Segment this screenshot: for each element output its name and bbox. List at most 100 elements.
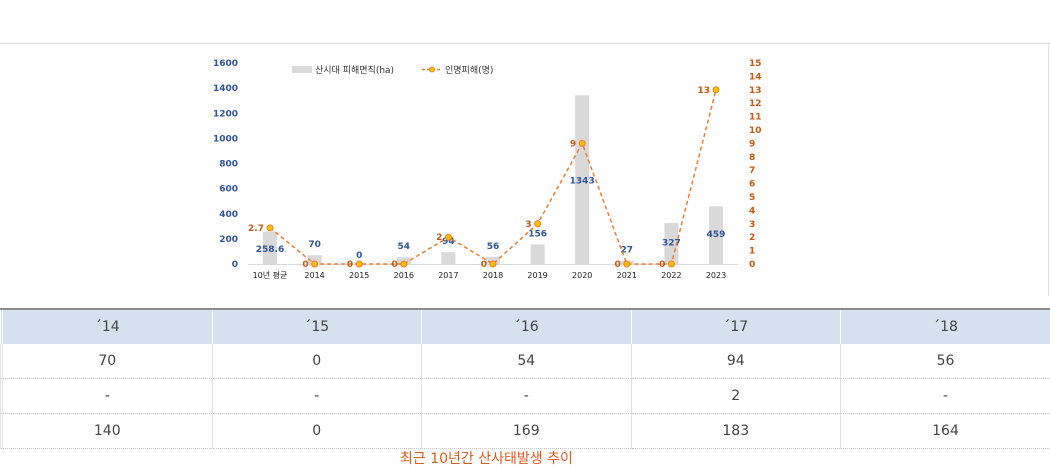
- legend-line-label: 인명피해(명): [445, 65, 493, 76]
- line-marker: [312, 261, 318, 267]
- table-header-row: ´14 ´15 ´16 ´17 ´18: [1, 309, 1050, 344]
- line-marker: [356, 261, 362, 267]
- header-cell: ´14: [3, 309, 213, 344]
- x-tick-label: 2023: [706, 271, 726, 280]
- y-right-tick-label: 2: [749, 233, 755, 243]
- bar-data-label: 327: [662, 238, 681, 248]
- line-data-label: 2: [436, 233, 442, 243]
- bar-data-label: 70: [308, 240, 321, 250]
- y-right-tick-label: 9: [749, 139, 755, 149]
- header-cell: ´16: [422, 309, 632, 344]
- y-left-tick-label: 400: [219, 210, 238, 220]
- bar-data-label: 56: [487, 242, 500, 252]
- table-row: 70 0 54 94 56: [1, 344, 1050, 379]
- header-cell: ´15: [212, 309, 422, 344]
- table-row: 140 0 169 183 164: [1, 414, 1050, 449]
- header-cell: ´18: [841, 309, 1050, 344]
- y-right-tick-label: 10: [749, 126, 762, 136]
- x-tick-label: 2019: [527, 271, 547, 280]
- table-cell: -: [212, 379, 422, 414]
- line-marker: [267, 225, 273, 231]
- line-data-label: 0: [615, 260, 621, 270]
- table-cell: 94: [631, 344, 841, 379]
- x-tick-label: 10년 평균: [253, 270, 288, 280]
- table-cell: -: [841, 379, 1050, 414]
- line-data-label: 3: [525, 220, 531, 230]
- bar-data-label: 258.6: [256, 245, 284, 255]
- y-right-tick-label: 13: [749, 86, 762, 96]
- y-right-tick-label: 12: [749, 99, 762, 109]
- table-cell: -: [3, 379, 213, 414]
- y-right-tick-label: 1: [749, 247, 755, 257]
- line-data-label: 13: [697, 86, 710, 96]
- x-tick-label: 2022: [661, 271, 681, 280]
- bar-data-label: 156: [528, 229, 547, 239]
- line-marker: [401, 261, 407, 267]
- data-table: ´14 ´15 ´16 ´17 ´18 70 0 54 94 56 - - -: [0, 296, 1050, 449]
- table-cell: 183: [631, 414, 841, 449]
- bar: [441, 252, 455, 264]
- bar: [531, 244, 545, 264]
- x-tick-label: 2021: [617, 271, 637, 280]
- x-tick-label: 2015: [349, 271, 369, 280]
- table-cell: 164: [841, 414, 1050, 449]
- line-marker: [490, 261, 496, 267]
- table-cell: 54: [422, 344, 632, 379]
- table-cell: -: [422, 379, 632, 414]
- line-marker: [624, 261, 630, 267]
- y-left-tick-label: 600: [219, 185, 238, 195]
- line-marker: [445, 234, 451, 240]
- bar-data-label: 54: [398, 242, 411, 252]
- table-cell: 0: [212, 414, 422, 449]
- y-right-tick-label: 11: [749, 113, 762, 123]
- y-right-tick-label: 14: [749, 72, 762, 82]
- table-cell: 2: [631, 379, 841, 414]
- line-data-label: 0: [481, 260, 487, 270]
- y-left-tick-label: 1000: [213, 134, 238, 144]
- y-left-tick-label: 1200: [213, 109, 238, 119]
- line-data-label: 0: [347, 260, 353, 270]
- y-left-tick-label: 800: [219, 160, 238, 170]
- line-data-label: 0: [302, 260, 308, 270]
- y-right-tick-label: 8: [749, 153, 755, 163]
- y-right-tick-label: 5: [749, 193, 755, 203]
- combo-chart: 0200400600800100012001400160001234567891…: [0, 44, 1050, 296]
- y-right-tick-label: 3: [749, 220, 755, 230]
- line-marker: [535, 221, 541, 227]
- x-tick-label: 2017: [438, 271, 458, 280]
- y-left-tick-label: 1400: [213, 84, 238, 94]
- y-left-tick-label: 1600: [213, 59, 238, 69]
- table-cell: 169: [422, 414, 632, 449]
- y-right-tick-label: 15: [749, 59, 762, 69]
- header-cell: ´17: [631, 309, 841, 344]
- line-marker: [668, 261, 674, 267]
- x-tick-label: 2014: [304, 271, 324, 280]
- legend-bar-swatch: [292, 66, 312, 73]
- y-left-tick-label: 0: [232, 260, 238, 270]
- bar-data-label: 1343: [570, 177, 595, 187]
- y-right-tick-label: 0: [749, 260, 755, 270]
- table-row: - - - 2 -: [1, 379, 1050, 414]
- x-tick-label: 2016: [394, 271, 414, 280]
- y-right-tick-label: 4: [749, 206, 755, 216]
- table-cell: 140: [3, 414, 213, 449]
- legend-line-marker: [430, 67, 435, 72]
- table-cell: 0: [212, 344, 422, 379]
- chart-border: [1048, 44, 1049, 296]
- bar-data-label: 459: [707, 230, 726, 240]
- line-marker: [579, 140, 585, 146]
- line-series-path: [270, 90, 716, 264]
- line-data-label: 2.7: [248, 224, 264, 234]
- line-data-label: 0: [659, 260, 665, 270]
- line-data-label: 0: [392, 260, 398, 270]
- table-cell: 70: [3, 344, 213, 379]
- y-right-tick-label: 7: [749, 166, 755, 176]
- legend-bar-label: 산시대 피해면직(ha): [315, 65, 394, 76]
- y-left-tick-label: 200: [219, 235, 238, 245]
- x-tick-label: 2020: [572, 271, 592, 280]
- line-data-label: 9: [570, 139, 576, 149]
- chart-caption: 최근 10년간 산사태발생 추이: [400, 448, 573, 468]
- x-tick-label: 2018: [483, 271, 503, 280]
- table-cell: 56: [841, 344, 1050, 379]
